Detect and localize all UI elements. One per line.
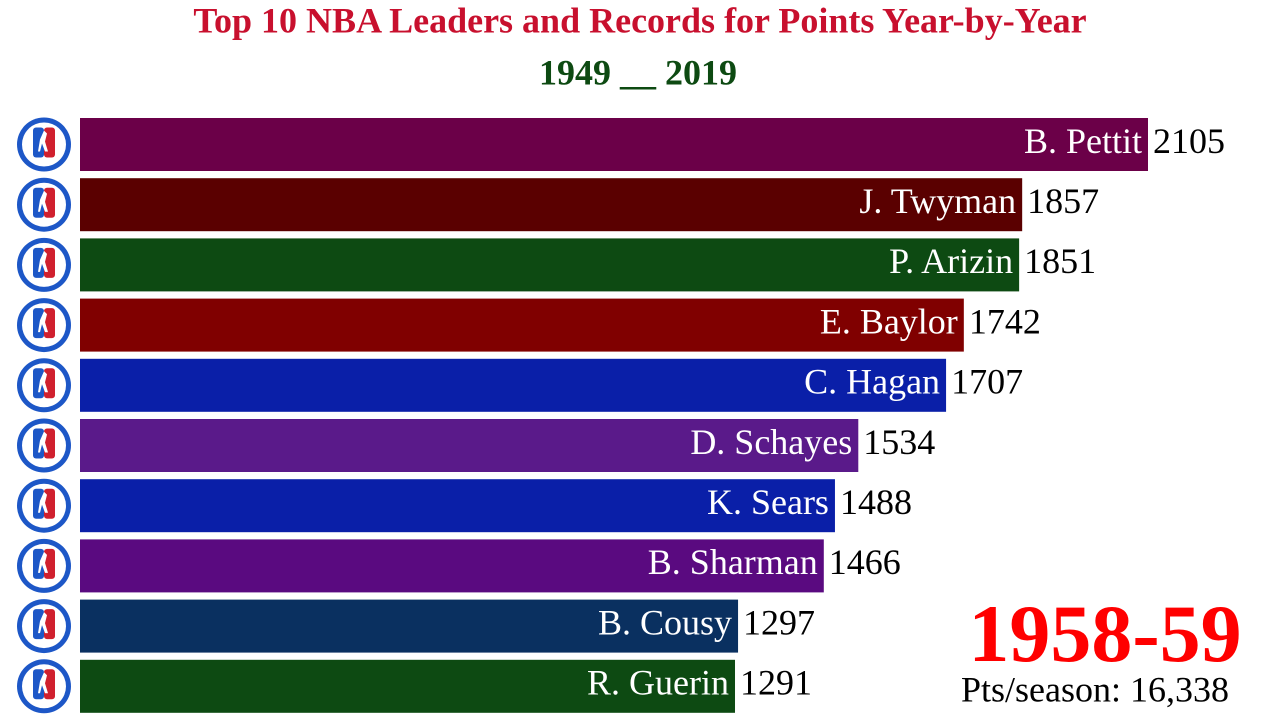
bar (80, 238, 1020, 292)
bar-label: B. Sharman (648, 542, 818, 582)
logo-figure (38, 672, 48, 694)
value-label: 1857 (1027, 181, 1099, 221)
bar-label: E. Baylor (820, 301, 958, 341)
logo-blue (33, 368, 44, 399)
logo-red (44, 308, 55, 339)
value-label: 1466 (829, 542, 901, 582)
logo-red (44, 187, 55, 218)
bar (80, 118, 1148, 171)
bar (80, 479, 835, 533)
team-logo (17, 418, 71, 473)
bar (80, 178, 1023, 232)
logo-red (44, 368, 55, 399)
logo-blue (33, 548, 44, 579)
bar (80, 358, 947, 412)
value-label: 1534 (863, 422, 935, 462)
chart-title: Top 10 NBA Leaders and Records for Point… (193, 0, 1086, 40)
logo-figure (38, 250, 48, 272)
bar-label: C. Hagan (804, 362, 940, 402)
bar-label: J. Twyman (859, 181, 1016, 221)
bar-label: R. Guerin (587, 663, 729, 703)
value-label: 1742 (969, 301, 1041, 341)
total-label: Pts/season: 16,338 (961, 669, 1229, 709)
bar-label: B. Pettit (1024, 121, 1142, 161)
bar (80, 419, 859, 472)
team-logo (17, 538, 71, 593)
logo-figure (38, 612, 48, 634)
bar (80, 599, 739, 653)
logo-blue (33, 428, 44, 459)
logo-red (44, 428, 55, 459)
logo-red (44, 669, 55, 700)
logo-red (44, 488, 55, 519)
team-logo (17, 478, 71, 533)
value-label: 1297 (743, 602, 815, 642)
logo-blue (33, 308, 44, 339)
value-label: 1707 (951, 362, 1023, 402)
bar-label: P. Arizin (889, 241, 1013, 281)
logo-blue (33, 488, 44, 519)
logo-red (44, 127, 55, 158)
chart-subtitle: 1949 __ 2019 (539, 52, 737, 92)
logo-figure (38, 431, 48, 453)
bar-label: D. Schayes (690, 422, 852, 462)
team-logo (17, 117, 71, 172)
value-label: 1851 (1024, 241, 1096, 281)
bar-label: B. Cousy (598, 602, 732, 642)
season-label: 1958-59 (968, 588, 1241, 679)
logo-blue (33, 669, 44, 700)
team-logo (17, 358, 71, 413)
team-logo (17, 659, 71, 714)
logo-figure (38, 491, 48, 513)
bar (80, 539, 824, 593)
value-label: 2105 (1153, 121, 1225, 161)
value-label: 1291 (740, 663, 812, 703)
logo-blue (33, 127, 44, 158)
value-label: 1488 (840, 482, 912, 522)
logo-red (44, 609, 55, 640)
bar-label: K. Sears (707, 482, 829, 522)
bar (80, 659, 736, 713)
logo-red (44, 247, 55, 278)
logo-figure (38, 190, 48, 212)
team-logo (17, 237, 71, 292)
team-logo (17, 177, 71, 232)
logo-figure (38, 551, 48, 573)
logo-blue (33, 609, 44, 640)
logo-figure (38, 371, 48, 393)
logo-blue (33, 247, 44, 278)
logo-blue (33, 187, 44, 218)
team-logo (17, 298, 71, 353)
team-logo (17, 599, 71, 654)
logo-figure (38, 311, 48, 333)
logo-figure (38, 130, 48, 152)
bar (80, 298, 964, 352)
logo-red (44, 548, 55, 579)
